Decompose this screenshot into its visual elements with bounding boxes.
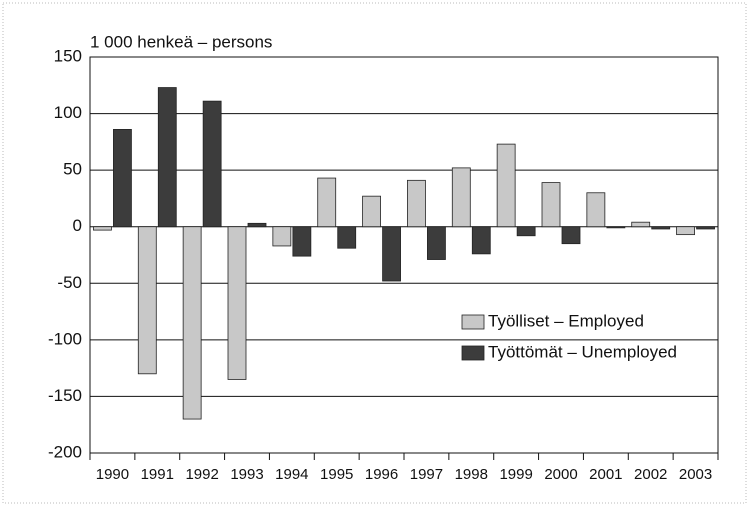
x-tick-label: 1993 — [230, 466, 263, 483]
bar — [202, 100, 222, 228]
x-tick-label: 2002 — [634, 466, 667, 483]
x-tick-label: 2001 — [589, 466, 622, 483]
bar — [427, 226, 446, 260]
bar — [317, 177, 337, 228]
y-tick-label: 0 — [73, 216, 82, 235]
bar — [272, 226, 292, 247]
bar — [337, 226, 357, 249]
bar — [362, 195, 381, 228]
legend-swatch — [461, 314, 485, 330]
y-tick-label: -150 — [48, 386, 82, 405]
x-tick-label: 1991 — [141, 466, 174, 483]
y-tick-label: -50 — [57, 273, 82, 292]
x-tick-label: 1992 — [185, 466, 218, 483]
bar — [113, 129, 132, 228]
y-tick-label: 100 — [54, 103, 82, 122]
bar — [227, 226, 247, 380]
x-tick-label: 2003 — [679, 466, 712, 483]
bar — [451, 167, 471, 228]
bar — [407, 179, 426, 228]
bar — [631, 221, 651, 228]
bar — [247, 222, 267, 228]
bar — [292, 226, 312, 257]
bar — [516, 226, 536, 237]
bar — [382, 226, 401, 282]
legend-label: Työlliset – Employed — [488, 311, 644, 330]
x-tick-label: 1997 — [410, 466, 443, 483]
x-tick-label: 1999 — [499, 466, 532, 483]
x-tick-label: 1996 — [365, 466, 398, 483]
legend-label: Työttömät – Unemployed — [488, 342, 677, 361]
bar — [496, 143, 516, 228]
bar — [606, 226, 626, 229]
y-tick-label: 50 — [63, 160, 82, 179]
bar — [182, 226, 202, 420]
bar — [561, 226, 581, 245]
bar — [696, 226, 715, 230]
bar — [586, 192, 606, 228]
legend-swatch — [461, 345, 485, 361]
y-tick-label: -100 — [48, 329, 82, 348]
y-tick-label: 150 — [54, 46, 82, 65]
x-tick-label: 2000 — [544, 466, 577, 483]
x-tick-label: 1998 — [455, 466, 488, 483]
x-tick-label: 1994 — [275, 466, 308, 483]
bar — [651, 226, 671, 230]
bar — [676, 226, 695, 236]
chart-title: 1 000 henkeä – persons — [90, 32, 272, 51]
bar — [137, 226, 157, 375]
bar — [471, 226, 491, 255]
y-tick-label: -200 — [48, 442, 82, 461]
bar — [157, 87, 177, 228]
x-tick-label: 1990 — [96, 466, 129, 483]
x-tick-label: 1995 — [320, 466, 353, 483]
bar — [541, 182, 561, 228]
bar — [93, 226, 112, 231]
